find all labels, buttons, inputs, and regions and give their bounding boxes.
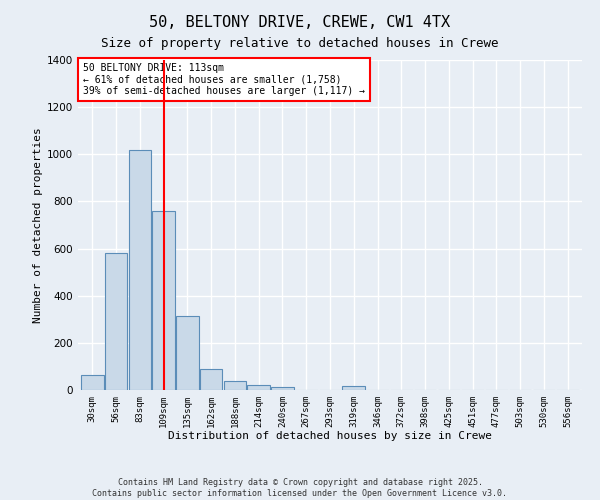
Y-axis label: Number of detached properties: Number of detached properties [33, 127, 43, 323]
Bar [343, 386, 365, 390]
Bar [128, 150, 151, 390]
Bar [200, 369, 223, 390]
Text: 50 BELTONY DRIVE: 113sqm
← 61% of detached houses are smaller (1,758)
39% of sem: 50 BELTONY DRIVE: 113sqm ← 61% of detach… [83, 64, 365, 96]
Bar [271, 387, 294, 390]
Bar [105, 254, 127, 390]
Bar [176, 316, 199, 390]
Text: Contains HM Land Registry data © Crown copyright and database right 2025.
Contai: Contains HM Land Registry data © Crown c… [92, 478, 508, 498]
Bar [224, 381, 246, 390]
Bar [247, 385, 270, 390]
X-axis label: Distribution of detached houses by size in Crewe: Distribution of detached houses by size … [168, 432, 492, 442]
Text: 50, BELTONY DRIVE, CREWE, CW1 4TX: 50, BELTONY DRIVE, CREWE, CW1 4TX [149, 15, 451, 30]
Bar [152, 211, 175, 390]
Text: Size of property relative to detached houses in Crewe: Size of property relative to detached ho… [101, 38, 499, 51]
Bar [81, 374, 104, 390]
